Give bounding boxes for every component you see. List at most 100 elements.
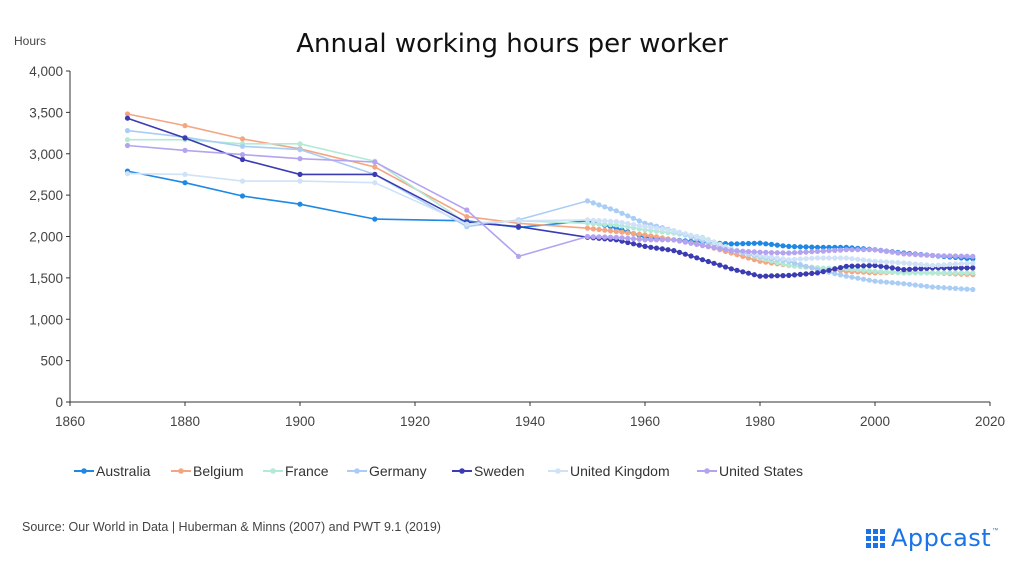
data-point-germany: [843, 273, 849, 279]
data-point-sweden: [970, 265, 976, 271]
data-point-australia: [239, 193, 246, 199]
data-point-united-kingdom: [924, 262, 930, 268]
data-point-sweden: [906, 266, 913, 272]
data-point-sweden: [952, 265, 959, 271]
data-point-belgium: [642, 232, 648, 238]
data-point-united-kingdom: [584, 217, 591, 223]
data-point-sweden: [791, 272, 798, 278]
data-point-germany: [866, 277, 872, 283]
data-point-united-kingdom: [791, 256, 798, 262]
data-point-united-kingdom: [918, 261, 924, 268]
x-tick-label: 1900: [285, 414, 315, 429]
data-point-united-kingdom: [883, 259, 890, 265]
data-point-united-states: [625, 235, 631, 241]
data-point-germany: [906, 281, 913, 287]
logo-trademark: ™: [992, 528, 999, 534]
data-point-united-states: [751, 249, 757, 255]
data-point-sweden: [671, 248, 677, 254]
data-point-united-kingdom: [464, 221, 470, 227]
data-point-germany: [602, 204, 608, 210]
data-point-france: [872, 268, 878, 274]
data-point-united-states: [803, 249, 809, 255]
data-point-united-states: [947, 253, 953, 259]
data-point-united-kingdom: [515, 218, 522, 224]
legend-label: United Kingdom: [570, 463, 670, 479]
data-point-sweden: [883, 264, 890, 270]
data-point-australia: [803, 244, 809, 250]
data-point-sweden: [964, 265, 970, 271]
data-point-united-kingdom: [935, 262, 941, 268]
data-point-belgium: [613, 228, 619, 235]
data-point-sweden: [809, 270, 815, 276]
data-point-united-kingdom: [929, 262, 936, 269]
legend-label: Germany: [369, 463, 427, 479]
legend-marker: [178, 468, 184, 474]
data-point-united-states: [711, 245, 717, 251]
data-point-united-states: [797, 249, 803, 255]
data-point-united-states: [671, 237, 677, 243]
data-point-united-states: [757, 249, 763, 255]
y-tick-label: 3,000: [29, 147, 63, 162]
data-point-sweden: [717, 262, 723, 268]
data-point-germany: [809, 265, 815, 271]
legend-item-belgium: Belgium: [171, 463, 244, 479]
data-point-united-states: [837, 247, 844, 253]
x-tick-label: 1980: [745, 414, 775, 429]
legend: Australia Belgium France Germany Sweden Unite…: [74, 463, 803, 479]
data-point-france: [855, 267, 861, 273]
y-tick-label: 3,500: [29, 105, 63, 120]
data-point-germany: [613, 208, 619, 214]
data-point-united-states: [929, 252, 936, 259]
data-point-sweden: [682, 251, 688, 257]
data-point-sweden: [803, 271, 809, 277]
data-point-united-kingdom: [866, 258, 872, 264]
data-point-united-states: [866, 247, 872, 253]
data-point-united-states: [889, 249, 895, 255]
x-tick-label: 1940: [515, 414, 545, 429]
data-point-united-states: [964, 253, 970, 259]
data-point-germany: [964, 286, 970, 292]
data-point-sweden: [786, 272, 792, 278]
data-point-germany: [970, 286, 976, 293]
data-point-france: [947, 270, 953, 276]
data-point-united-kingdom: [970, 260, 976, 266]
data-point-sweden: [740, 269, 746, 275]
data-point-germany: [895, 280, 901, 286]
data-point-united-states: [763, 249, 769, 255]
data-point-france: [297, 141, 303, 147]
data-point-united-states: [820, 248, 826, 254]
data-point-germany: [849, 274, 855, 280]
data-point-belgium: [584, 225, 591, 231]
data-point-united-states: [855, 247, 861, 253]
data-point-sweden: [745, 270, 752, 276]
x-tick-label: 1960: [630, 414, 660, 429]
data-point-united-states: [883, 248, 890, 254]
data-point-united-states: [619, 235, 625, 241]
data-point-united-states: [774, 250, 780, 256]
data-point-france: [952, 270, 959, 276]
data-point-france: [924, 270, 930, 276]
data-point-sweden: [763, 273, 769, 279]
x-tick-label: 2000: [860, 414, 890, 429]
data-point-belgium: [745, 255, 752, 261]
data-point-australia: [786, 243, 792, 249]
data-point-australia: [745, 240, 752, 247]
data-point-united-states: [665, 237, 671, 243]
data-point-united-kingdom: [705, 237, 711, 243]
data-point-united-states: [826, 248, 832, 254]
y-tick-label: 1,000: [29, 312, 63, 327]
data-point-united-states: [740, 248, 746, 254]
data-point-united-states: [935, 253, 941, 259]
data-point-france: [929, 270, 936, 276]
data-point-sweden: [849, 263, 855, 269]
data-point-sweden: [866, 263, 872, 269]
data-point-australia: [751, 240, 757, 246]
y-axis-unit-label: Hours: [14, 34, 46, 48]
data-point-belgium: [636, 231, 642, 237]
data-point-france: [786, 262, 792, 269]
data-point-united-kingdom: [809, 255, 815, 261]
data-point-germany: [596, 202, 602, 208]
data-point-united-kingdom: [763, 253, 769, 259]
data-point-sweden: [751, 272, 757, 278]
data-point-sweden: [182, 135, 188, 141]
